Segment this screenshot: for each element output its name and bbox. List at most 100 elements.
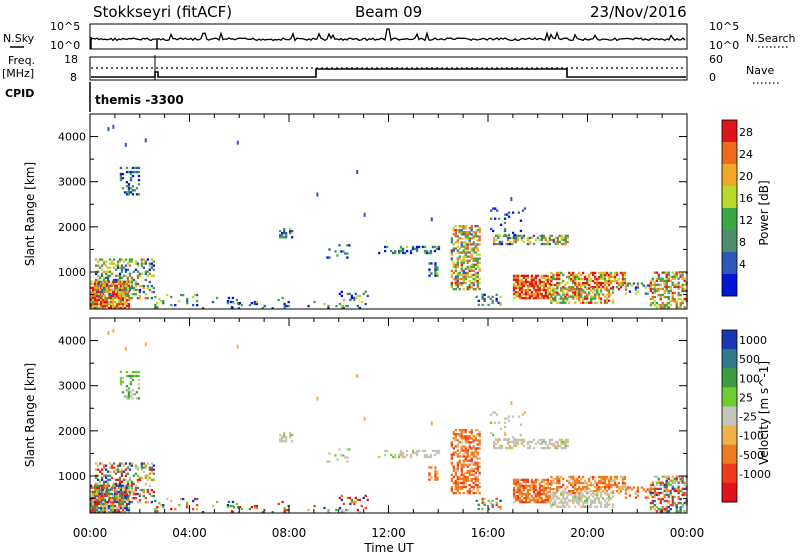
velocity-cell [683, 491, 686, 495]
power-cell [530, 295, 534, 298]
velocity-cell [97, 488, 100, 492]
power-cell [493, 238, 496, 242]
power-cell [576, 286, 579, 289]
velocity-colorbar-tick-label: 100 [739, 372, 760, 385]
power-cell [470, 225, 473, 228]
power-cell [623, 277, 627, 281]
velocity-cell [522, 492, 526, 496]
power-cell [679, 275, 682, 278]
power-cell [651, 291, 654, 295]
velocity-cell [119, 506, 123, 510]
velocity-cell [582, 495, 585, 498]
velocity-cell [454, 469, 457, 472]
velocity-cell [474, 463, 477, 466]
power-cell [144, 272, 147, 275]
power-cell [97, 270, 100, 273]
velocity-cell [550, 479, 553, 483]
velocity-cell [390, 453, 393, 457]
velocity-cell [111, 504, 115, 508]
velocity-cell [127, 389, 131, 392]
power-cell [500, 242, 504, 246]
velocity-colorbar-tick-label: -100 [739, 430, 764, 443]
power-cell [667, 297, 670, 301]
power-cell [466, 237, 469, 240]
velocity-cell [609, 491, 613, 494]
velocity-cell [454, 473, 457, 476]
velocity-cell [544, 494, 547, 498]
power-cell [532, 284, 536, 288]
power-cell [109, 300, 113, 304]
power-cell [542, 242, 545, 246]
power-cell [436, 274, 439, 277]
power-cell [470, 273, 473, 277]
velocity-cell [574, 492, 577, 495]
power-cell [649, 283, 652, 286]
power-cell [605, 279, 609, 283]
power-cell [113, 300, 117, 304]
power-cell [452, 249, 455, 252]
power-cell [621, 283, 625, 287]
power-cell [123, 280, 127, 283]
velocity-cell [124, 472, 128, 475]
velocity-cell [518, 492, 522, 496]
power-cell [495, 299, 498, 302]
velocity-cell [550, 475, 553, 479]
power-cell [570, 289, 573, 292]
velocity-cell [123, 490, 127, 493]
power-cell [568, 301, 571, 304]
power-cell [594, 286, 597, 289]
velocity-cell [572, 490, 575, 493]
power-cell [644, 292, 647, 295]
power-cell [568, 295, 571, 298]
power-cell [340, 304, 343, 308]
velocity-cell [649, 485, 652, 488]
velocity-cell [150, 494, 153, 498]
velocity-cell [572, 479, 575, 483]
velocity-cell [399, 451, 403, 455]
velocity-cell [558, 475, 561, 479]
velocity-cell [530, 484, 534, 488]
power-cell [452, 261, 455, 264]
power-cell [497, 217, 501, 220]
velocity-cell [429, 455, 433, 459]
velocity-cell [605, 501, 609, 504]
power-cell [454, 229, 457, 232]
velocity-cell [512, 480, 516, 483]
velocity-cell [646, 488, 649, 491]
velocity-cell [578, 499, 581, 502]
velocity-cell [121, 498, 125, 502]
power-cell [507, 215, 511, 218]
power-cell [137, 193, 141, 196]
velocity-cell [121, 508, 125, 512]
power-cell [544, 293, 547, 296]
power-cell [476, 235, 479, 238]
velocity-cell [476, 467, 479, 470]
velocity-cell [472, 453, 475, 456]
velocity-cell [514, 494, 518, 498]
power-cell [130, 278, 134, 282]
power-cell [586, 283, 589, 287]
power-cell [411, 247, 415, 251]
power-cell [520, 282, 524, 286]
power-cell [617, 288, 621, 291]
power-cell [673, 300, 676, 303]
power-cell [597, 286, 601, 289]
velocity-cell [144, 482, 147, 486]
power-cell [540, 297, 543, 300]
velocity-cell [125, 502, 129, 506]
power-cell [112, 124, 115, 129]
power-cell [115, 296, 119, 300]
velocity-cell [669, 508, 672, 511]
power-cell [353, 298, 356, 302]
velocity-cell [454, 492, 457, 495]
power-cell [651, 279, 654, 282]
velocity-cell [540, 499, 543, 502]
velocity-cell [152, 490, 155, 494]
power-cell [253, 300, 256, 304]
velocity-cell [476, 485, 479, 489]
velocity-cell [478, 457, 481, 460]
velocity-cell [582, 475, 585, 479]
power-cell [663, 271, 666, 274]
power-cell [283, 304, 286, 308]
velocity-cell [470, 473, 473, 476]
